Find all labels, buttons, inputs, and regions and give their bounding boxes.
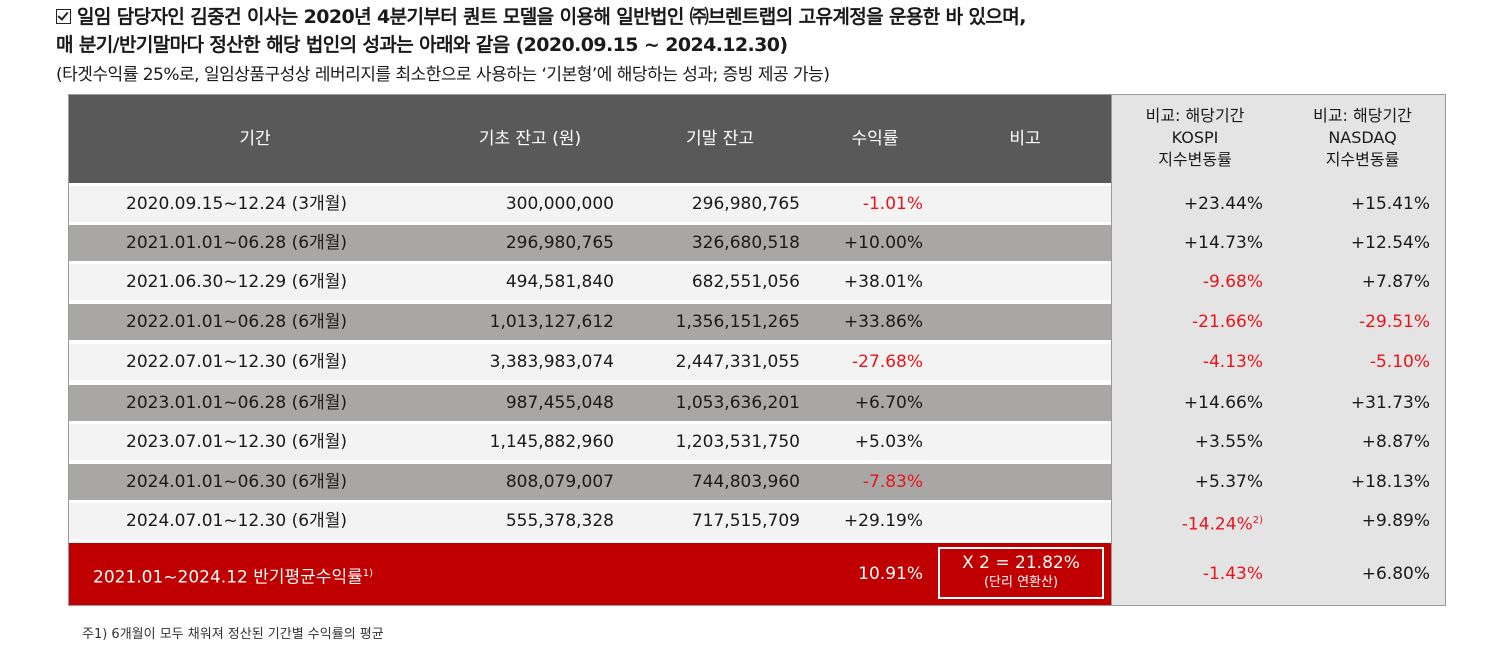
checkbox-icon (56, 9, 71, 24)
cell-kospi: +3.55% (1194, 432, 1263, 452)
summary-row (69, 543, 1111, 605)
summary-kospi: -1.43% (1202, 564, 1263, 584)
header-kospi-line-3: 지수변동률 (1158, 150, 1232, 169)
header-line-1: 일임 담당자인 김중건 이사는 2020년 4분기부터 퀀트 모델을 이용해 일… (56, 2, 1026, 29)
annualized-value: X 2 = 21.82% (962, 553, 1080, 573)
cell-return: -7.83% (862, 472, 923, 492)
footnote-1: 주1) 6개월이 모두 채워져 정산된 기간별 수익률의 평균 (82, 627, 384, 642)
table-row (69, 225, 1111, 261)
cell-kospi: -21.66% (1192, 312, 1263, 332)
cell-start-balance: 3,383,983,074 (489, 352, 614, 372)
cell-kospi-value: -14.24% (1181, 514, 1253, 535)
table-row (69, 186, 1111, 222)
cell-nasdaq: +9.89% (1361, 511, 1430, 531)
cell-return: +33.86% (843, 312, 923, 332)
cell-end-balance: 2,447,331,055 (675, 352, 800, 372)
cell-nasdaq: -5.10% (1369, 352, 1430, 372)
footnote-ref-2: 2) (1252, 515, 1263, 526)
cell-period: 2021.01.01~06.28 (6개월) (126, 233, 348, 253)
cell-nasdaq: +7.87% (1361, 272, 1430, 292)
cell-end-balance: 717,515,709 (691, 511, 800, 531)
cell-period: 2020.09.15~12.24 (3개월) (126, 194, 348, 214)
cell-nasdaq: +8.87% (1361, 432, 1430, 452)
cell-period: 2023.07.01~12.30 (6개월) (126, 432, 348, 452)
cell-return: +38.01% (843, 272, 923, 292)
header-return: 수익률 (851, 129, 899, 149)
comparison-column-background (1111, 94, 1446, 606)
table-row (69, 464, 1111, 500)
cell-kospi: +23.44% (1183, 194, 1263, 214)
cropped-footnote-line (82, 644, 1142, 650)
cell-kospi: +14.66% (1183, 393, 1263, 413)
cell-return: +5.03% (854, 432, 923, 452)
header-line-1-text: 일임 담당자인 김중건 이사는 2020년 4분기부터 퀀트 모델을 이용해 일… (77, 6, 1026, 28)
comparison-divider (1111, 94, 1112, 606)
cell-kospi: -9.68% (1202, 272, 1263, 292)
cell-kospi: +5.37% (1194, 472, 1263, 492)
cell-period: 2023.01.01~06.28 (6개월) (126, 393, 348, 413)
table-row (69, 503, 1111, 539)
cell-nasdaq: +31.73% (1350, 393, 1430, 413)
cell-return: +29.19% (843, 511, 923, 531)
cell-end-balance: 1,203,531,750 (675, 432, 800, 452)
cell-return: +6.70% (854, 393, 923, 413)
cell-end-balance: 744,803,960 (691, 472, 800, 492)
cell-end-balance: 326,680,518 (691, 233, 800, 253)
cell-start-balance: 296,980,765 (505, 233, 614, 253)
cell-end-balance: 1,053,636,201 (675, 393, 800, 413)
cell-end-balance: 1,356,151,265 (675, 312, 800, 332)
header-line-3: (타겟수익률 25%로, 일임상품구성상 레버리지를 최소한으로 사용하는 ‘기… (56, 65, 830, 85)
header-nasdaq: 비교: 해당기간 NASDAQ 지수변동률 (1290, 105, 1435, 171)
cell-return: -1.01% (862, 194, 923, 214)
header-nasdaq-line-1: 비교: 해당기간 (1313, 106, 1412, 125)
table-row (69, 344, 1111, 380)
summary-return: 10.91% (858, 564, 923, 584)
header-end-balance: 기말 잔고 (686, 129, 754, 149)
cell-period: 2024.01.01~06.30 (6개월) (126, 472, 348, 492)
cell-return: -27.68% (852, 352, 923, 372)
summary-label: 2021.01~2024.12 반기평균수익률1) (93, 543, 373, 609)
cell-start-balance: 555,378,328 (505, 511, 614, 531)
cell-nasdaq: +15.41% (1350, 194, 1430, 214)
cell-start-balance: 987,455,048 (505, 393, 614, 413)
table-row (69, 385, 1111, 421)
header-line-2: 매 분기/반기말마다 정산한 해당 법인의 성과는 아래와 같음 (2020.0… (56, 34, 788, 56)
cell-period: 2022.01.01~06.28 (6개월) (126, 312, 348, 332)
cell-start-balance: 808,079,007 (505, 472, 614, 492)
header-period: 기간 (239, 129, 271, 149)
summary-label-text: 2021.01~2024.12 반기평균수익률 (93, 567, 363, 588)
cell-nasdaq: +18.13% (1350, 472, 1430, 492)
cell-start-balance: 1,145,882,960 (489, 432, 614, 452)
cell-nasdaq: +12.54% (1350, 233, 1430, 253)
cell-start-balance: 494,581,840 (505, 272, 614, 292)
annualized-box: X 2 = 21.82% (단리 연환산) (938, 547, 1104, 599)
cell-return: +10.00% (843, 233, 923, 253)
footnote-ref-1: 1) (362, 568, 373, 579)
cell-kospi: -4.13% (1202, 352, 1263, 372)
header-kospi-line-2: KOSPI (1171, 128, 1219, 147)
header-nasdaq-line-3: 지수변동률 (1325, 150, 1400, 169)
header-kospi: 비교: 해당기간 KOSPI 지수변동률 (1120, 105, 1270, 171)
cell-period: 2022.07.01~12.30 (6개월) (126, 352, 348, 372)
cell-period: 2024.07.01~12.30 (6개월) (126, 511, 348, 531)
header-kospi-line-1: 비교: 해당기간 (1145, 106, 1245, 125)
cell-end-balance: 296,980,765 (691, 194, 800, 214)
header-note: 비고 (1009, 129, 1041, 149)
header-start-balance: 기초 잔고 (원) (478, 129, 582, 149)
summary-nasdaq: +6.80% (1361, 564, 1430, 584)
cell-end-balance: 682,551,056 (691, 272, 800, 292)
table-header-row (69, 95, 1111, 183)
header-nasdaq-line-2: NASDAQ (1328, 128, 1397, 147)
cell-kospi: -14.24%2) (1120, 501, 1263, 545)
table-row (69, 304, 1111, 340)
cell-nasdaq: -29.51% (1359, 312, 1430, 332)
performance-table (68, 94, 1446, 606)
cell-start-balance: 1,013,127,612 (489, 312, 614, 332)
annualized-note: (단리 연환산) (983, 575, 1059, 590)
table-row (69, 424, 1111, 460)
cell-start-balance: 300,000,000 (505, 194, 614, 214)
cell-period: 2021.06.30~12.29 (6개월) (126, 272, 348, 292)
cell-kospi: +14.73% (1183, 233, 1263, 253)
table-row (69, 264, 1111, 300)
